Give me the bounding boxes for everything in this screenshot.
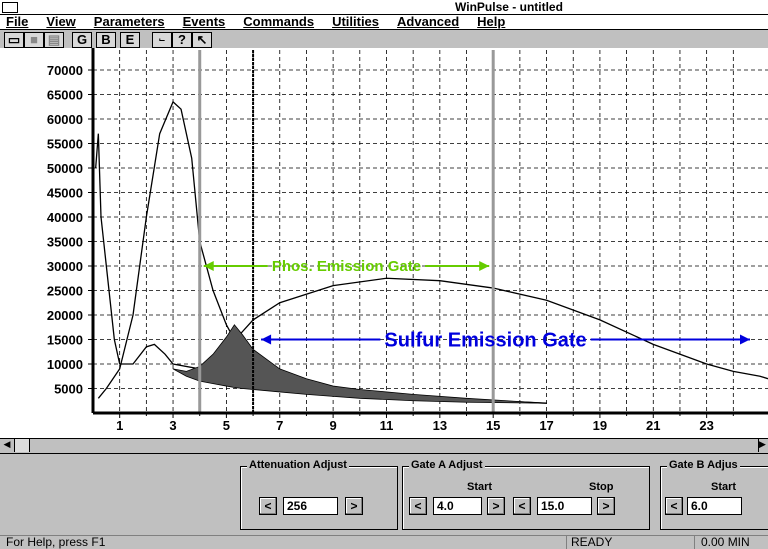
scrollbar[interactable]: ◀ ▶	[0, 438, 768, 454]
y-tick-label: 45000	[47, 186, 83, 201]
arrow-head	[261, 334, 272, 345]
start-label: Start	[467, 481, 493, 493]
scroll-left[interactable]: ◀	[0, 439, 15, 452]
help-hint: For Help, press F1	[6, 535, 106, 549]
y-tick-label: 70000	[47, 63, 83, 78]
y-tick-label: 40000	[47, 210, 83, 225]
start-label: Start	[711, 481, 737, 493]
x-tick-label: 3	[169, 418, 176, 433]
menu-item[interactable]: Commands	[243, 14, 315, 29]
system-menu[interactable]	[2, 2, 18, 13]
open-button[interactable]: ▭	[4, 32, 24, 48]
window-title: WinPulse - untitled	[455, 0, 563, 14]
gate-a-start-field[interactable]: 4.0	[433, 497, 482, 515]
y-tick-label: 15000	[47, 333, 83, 348]
y-tick-label: 20000	[47, 308, 83, 323]
state: READY	[566, 536, 691, 549]
menu-item[interactable]: Advanced	[397, 14, 460, 29]
x-tick-label: 17	[539, 418, 553, 433]
menu-item[interactable]: View	[46, 14, 76, 29]
x-tick-label: 5	[223, 418, 230, 433]
stop-label: Stop	[589, 481, 614, 493]
menu-item[interactable]: Utilities	[332, 14, 380, 29]
title-bar: WinPulse - untitled	[0, 0, 768, 15]
elapsed-time: 0.00 MIN	[694, 536, 768, 549]
x-tick-label: 19	[593, 418, 607, 433]
x-tick-label: 23	[699, 418, 713, 433]
y-tick-label: 50000	[47, 161, 83, 176]
status-bar: For Help, press F1 READY 0.00 MIN	[0, 535, 768, 549]
menu-item[interactable]: Parameters	[93, 14, 165, 29]
decrease-button[interactable]: <	[409, 497, 427, 515]
gate-a-group: Gate A Adjust Start Stop < 4.0 > < 15.0 …	[402, 459, 650, 530]
y-tick-label: 35000	[47, 235, 83, 250]
gate-a-stop-field[interactable]: 15.0	[537, 497, 592, 515]
signal-line	[97, 100, 547, 404]
y-tick-label: 30000	[47, 259, 83, 274]
graph-button[interactable]: ⌙	[152, 32, 172, 48]
menu-bar: File View Parameters Events Commands Utilitie…	[0, 15, 768, 30]
x-tick-label: 15	[486, 418, 500, 433]
x-tick-label: 11	[380, 418, 394, 433]
save-button[interactable]: ■	[24, 32, 44, 48]
annotation: Phos. Emission Gate	[272, 258, 421, 275]
about-button[interactable]: ?	[172, 32, 192, 48]
x-tick-label: 1	[116, 418, 123, 433]
y-tick-label: 10000	[47, 357, 83, 372]
increase-button[interactable]: >	[487, 497, 505, 515]
y-tick-label: 60000	[47, 112, 83, 127]
menu-item[interactable]: File	[6, 14, 29, 29]
scroll-right[interactable]: ▶	[758, 439, 768, 452]
increase-button[interactable]: >	[345, 497, 363, 515]
group-title: Gate A Adjust	[409, 459, 485, 471]
toolbar-button[interactable]: E	[120, 32, 140, 48]
x-tick-label: 21	[646, 418, 660, 433]
group-title: Gate B Adjus	[667, 459, 740, 471]
y-tick-label: 25000	[47, 284, 83, 299]
increase-button[interactable]: >	[597, 497, 615, 515]
menu-item[interactable]: Events	[182, 14, 226, 29]
attenuation-group: Attenuation Adjust < 256 >	[240, 459, 398, 530]
group-title: Attenuation Adjust	[247, 459, 349, 471]
scroll-thumb[interactable]	[15, 439, 30, 452]
context-help-button[interactable]: ↖	[192, 32, 212, 48]
decrease-button[interactable]: <	[665, 497, 683, 515]
annotation: Sulfur Emission Gate	[384, 330, 586, 352]
shaded-area	[172, 324, 547, 404]
y-tick-label: 5000	[54, 382, 83, 397]
gate-b-group: Gate B Adjus Start < 6.0	[660, 459, 768, 530]
x-tick-label: 13	[433, 418, 447, 433]
toolbar-button[interactable]: B	[96, 32, 116, 48]
decrease-button[interactable]: <	[259, 497, 277, 515]
arrow-head	[479, 261, 490, 271]
gate-b-start-field[interactable]: 6.0	[687, 497, 742, 515]
menu-item[interactable]: Help	[477, 14, 506, 29]
y-tick-label: 65000	[47, 88, 83, 103]
x-tick-label: 7	[276, 418, 283, 433]
toolbar-button[interactable]: G	[72, 32, 92, 48]
attenuation-field[interactable]: 256	[283, 497, 338, 515]
y-tick-label: 55000	[47, 137, 83, 152]
arrow-head	[203, 261, 214, 271]
decrease-button[interactable]: <	[513, 497, 531, 515]
x-tick-label: 9	[330, 418, 337, 433]
arrow-head	[740, 334, 750, 345]
chart: 5000 10000 15000 20000 25000 30000 35000 40000 4…	[0, 48, 768, 438]
print-button[interactable]: ▤	[44, 32, 64, 48]
